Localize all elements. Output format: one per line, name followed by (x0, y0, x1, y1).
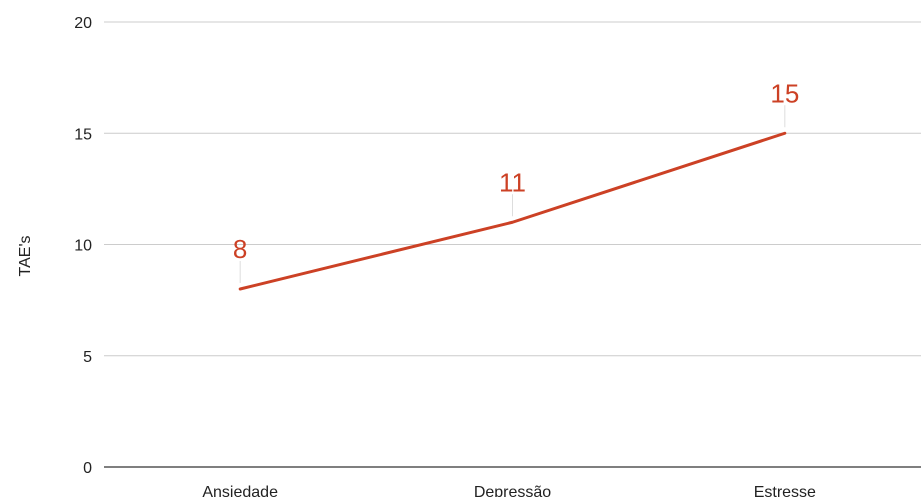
y-tick-label: 0 (83, 460, 92, 477)
x-tick-label: Ansiedade (202, 484, 278, 497)
y-tick-labels: 0 5 10 15 20 (74, 15, 92, 477)
y-tick-label: 10 (74, 238, 92, 255)
y-tick-label: 5 (83, 349, 92, 366)
data-label: 8 (233, 234, 247, 264)
y-tick-label: 15 (74, 126, 92, 143)
x-tick-label: Estresse (754, 484, 816, 497)
data-label: 11 (499, 167, 526, 197)
data-labels: 8 11 15 (233, 78, 799, 283)
series-line (238, 131, 787, 291)
series-group (238, 131, 787, 291)
x-tick-labels: Ansiedade Depressão Estresse (202, 484, 816, 497)
x-tick-label: Depressão (474, 484, 551, 497)
y-axis-title: TAE's (17, 236, 34, 277)
data-label: 15 (770, 78, 799, 108)
y-tick-label: 20 (74, 15, 92, 32)
